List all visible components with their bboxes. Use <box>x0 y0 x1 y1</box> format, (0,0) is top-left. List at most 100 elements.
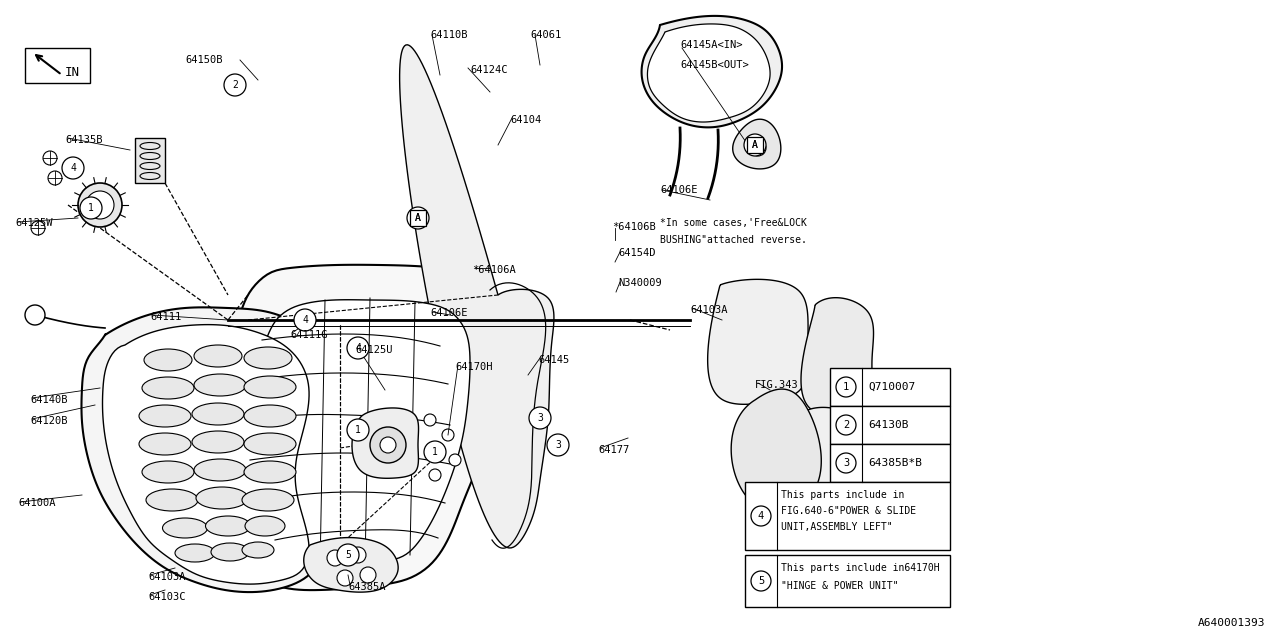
Polygon shape <box>248 300 470 565</box>
Text: 64103A: 64103A <box>690 305 727 315</box>
Text: *In some cases,'Free&LOCK: *In some cases,'Free&LOCK <box>660 218 806 228</box>
Bar <box>748 137 763 153</box>
Text: 64140B: 64140B <box>29 395 68 405</box>
Circle shape <box>360 567 376 583</box>
Text: 2: 2 <box>232 80 238 90</box>
Text: 64103C: 64103C <box>148 592 186 602</box>
Text: A640001393: A640001393 <box>1198 618 1265 628</box>
Circle shape <box>337 544 358 566</box>
Bar <box>26 48 90 83</box>
Ellipse shape <box>163 518 207 538</box>
Text: 1: 1 <box>842 382 849 392</box>
Polygon shape <box>399 45 554 548</box>
Text: IN: IN <box>65 65 79 79</box>
Circle shape <box>424 414 436 426</box>
Ellipse shape <box>140 433 191 455</box>
Circle shape <box>407 207 429 229</box>
Bar <box>410 210 426 226</box>
Text: 4: 4 <box>355 343 361 353</box>
Bar <box>745 555 950 607</box>
Circle shape <box>547 434 570 456</box>
Text: 64177: 64177 <box>598 445 630 455</box>
Ellipse shape <box>242 542 274 558</box>
Circle shape <box>224 74 246 96</box>
Ellipse shape <box>244 461 296 483</box>
Text: 64145B<OUT>: 64145B<OUT> <box>680 60 749 70</box>
Circle shape <box>294 309 316 331</box>
Circle shape <box>49 171 61 185</box>
Polygon shape <box>708 279 808 404</box>
Polygon shape <box>641 16 782 127</box>
Text: 64135B: 64135B <box>65 135 102 145</box>
Text: 5: 5 <box>346 550 351 560</box>
Circle shape <box>326 550 343 566</box>
Text: *64106B: *64106B <box>612 222 655 232</box>
Ellipse shape <box>195 374 246 396</box>
Circle shape <box>337 570 353 586</box>
Circle shape <box>61 157 84 179</box>
Circle shape <box>836 377 856 397</box>
Bar <box>829 368 950 406</box>
Text: 64124C: 64124C <box>470 65 507 75</box>
Circle shape <box>79 197 102 219</box>
Polygon shape <box>787 408 861 499</box>
Circle shape <box>347 419 369 441</box>
Ellipse shape <box>192 403 244 425</box>
Text: 64154D: 64154D <box>618 248 655 258</box>
Ellipse shape <box>244 516 285 536</box>
Circle shape <box>751 506 771 526</box>
Ellipse shape <box>244 347 292 369</box>
Circle shape <box>31 221 45 235</box>
Text: 3: 3 <box>556 440 561 450</box>
Text: 64061: 64061 <box>530 30 561 40</box>
Ellipse shape <box>146 489 198 511</box>
Circle shape <box>836 453 856 473</box>
Circle shape <box>424 441 445 463</box>
Text: FIG.640-6"POWER & SLIDE: FIG.640-6"POWER & SLIDE <box>781 506 916 516</box>
Text: 3: 3 <box>842 458 849 468</box>
Text: 4: 4 <box>302 315 308 325</box>
Circle shape <box>78 183 122 227</box>
Polygon shape <box>732 119 781 169</box>
Text: 64385B*B: 64385B*B <box>868 458 922 468</box>
Circle shape <box>44 151 58 165</box>
Text: 64106E: 64106E <box>660 185 698 195</box>
Text: 64110B: 64110B <box>430 30 467 40</box>
Text: 64125W: 64125W <box>15 218 52 228</box>
Text: 5: 5 <box>758 576 764 586</box>
Text: Q710007: Q710007 <box>868 382 915 392</box>
Circle shape <box>370 427 406 463</box>
Ellipse shape <box>211 543 250 561</box>
Circle shape <box>750 140 765 156</box>
Text: 64104: 64104 <box>509 115 541 125</box>
Text: A: A <box>415 213 421 223</box>
Ellipse shape <box>192 431 244 453</box>
Polygon shape <box>218 265 499 590</box>
Text: 64170H: 64170H <box>454 362 493 372</box>
Text: BUSHING"attached reverse.: BUSHING"attached reverse. <box>660 235 806 245</box>
Circle shape <box>26 305 45 325</box>
Polygon shape <box>82 307 330 592</box>
Polygon shape <box>801 298 873 415</box>
Text: 64145: 64145 <box>538 355 570 365</box>
Circle shape <box>751 571 771 591</box>
Text: 64111: 64111 <box>150 312 182 322</box>
Text: 64111G: 64111G <box>291 330 328 340</box>
Circle shape <box>86 191 114 219</box>
Text: 64130B: 64130B <box>868 420 909 430</box>
Circle shape <box>744 134 765 156</box>
Bar <box>829 406 950 444</box>
Ellipse shape <box>244 405 296 427</box>
Text: 64103A: 64103A <box>148 572 186 582</box>
Text: 64385A: 64385A <box>348 582 385 592</box>
Polygon shape <box>102 324 308 584</box>
Ellipse shape <box>196 487 248 509</box>
Text: A: A <box>753 140 758 150</box>
Circle shape <box>429 469 442 481</box>
Circle shape <box>380 437 396 453</box>
Circle shape <box>349 547 366 563</box>
Text: 64125U: 64125U <box>355 345 393 355</box>
Text: 4: 4 <box>70 163 76 173</box>
Bar <box>134 138 165 183</box>
Ellipse shape <box>195 345 242 367</box>
